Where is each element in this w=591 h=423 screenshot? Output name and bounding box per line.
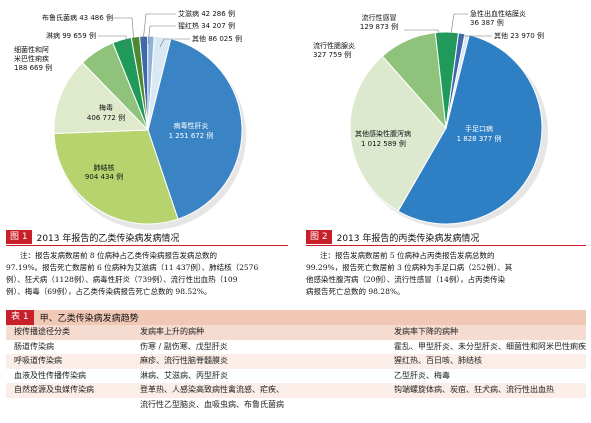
pie2-label-hfmd: 手足口病 xyxy=(465,125,493,133)
table-cell: 钩端螺旋体病、炭疽、狂犬病、流行性出血热 xyxy=(386,383,586,398)
table1-title: 甲、乙类传染病发病趋势 xyxy=(39,314,139,324)
pie2-label-mumps: 流行性腮腺炎 xyxy=(313,42,355,50)
pie-chart-class-c xyxy=(349,31,548,228)
table-cell: 淋病、艾滋病、丙型肝炎 xyxy=(132,368,386,383)
pie1-label-aids: 艾滋病 42 286 例 xyxy=(178,10,235,18)
table-row: 流行性乙型脑炎、血吸虫病、布鲁氏菌病 xyxy=(6,397,586,412)
figure2-note-line3: 他感染性腹泻病（20例）、流行性感冒（14例），占丙类传染 xyxy=(306,275,506,284)
pie2-label-flu: 流行性感冒 xyxy=(361,14,397,22)
figure2-note-line4: 病报告死亡总数的 98.28%。 xyxy=(306,287,405,296)
figure2-note-line1: 注：报告发病数居前 5 位病种占丙类报告发病总数的 xyxy=(320,251,495,260)
figure1-note-line1: 注：报告发病数居前 8 位病种占乙类传染病报告发病总数的 xyxy=(20,251,218,260)
pie1-label-dysentery-value: 188 669 例 xyxy=(14,64,53,72)
table-cell: 肠道传染病 xyxy=(6,339,132,354)
figure1-note-line3: 例）、狂犬病（1128例）、病毒性肝炎（739例）、流行性出血热（109 xyxy=(6,275,238,284)
table-cell: 自然疫源及虫媒传染病 xyxy=(6,383,132,398)
pie-slice xyxy=(147,38,243,220)
table-cell: 流行性乙型脑炎、血吸虫病、布鲁氏菌病 xyxy=(132,397,386,412)
pie-slice xyxy=(53,129,179,225)
pie1-label-dysentery-line1: 细菌性和阿 xyxy=(14,46,49,54)
pie-slice xyxy=(349,55,447,212)
figure1-title: 2013 年报告的乙类传染病发病情况 xyxy=(36,233,180,244)
table-header-falling: 发病率下降的病种 xyxy=(386,325,586,340)
pie1-label-other: 其他 86 025 例 xyxy=(192,35,242,43)
table-header-rising: 发病率上升的病种 xyxy=(132,325,386,340)
table-row: 肠道传染病 伤寒 / 副伤寒、戊型肝炎 霍乱、甲型肝炎、未分型肝炎、细菌性和阿米… xyxy=(6,339,586,354)
figure1-note-line4: 例）、梅毒（69例），占乙类传染病报告死亡总数的 98.52%。 xyxy=(6,287,212,296)
table-cell: 登革热、人感染高致病性禽流感、疟疾、 xyxy=(132,383,386,398)
figure2-note: 注：报告发病数居前 5 位病种占丙类报告发病总数的 99.29%，报告死亡数居前… xyxy=(306,250,588,298)
pie2-label-conjunctivitis-value: 36 387 例 xyxy=(470,19,504,27)
table-header-row: 按传播途径分类 发病率上升的病种 发病率下降的病种 xyxy=(6,325,586,340)
table-cell: 乙型肝炎、梅毒 xyxy=(386,368,586,383)
pie2-leader-lines xyxy=(404,13,492,43)
table-cell xyxy=(6,397,132,412)
table-cell: 呼吸道传染病 xyxy=(6,354,132,369)
pie2-label-hfmd-value: 1 828 377 例 xyxy=(456,135,502,143)
pie-chart-class-b xyxy=(53,35,246,230)
table-cell: 霍乱、甲型肝炎、未分型肝炎、细菌性和阿米巴性痢疾 xyxy=(386,339,586,354)
pie1-label-brucella: 布鲁氏菌病 43 486 例 xyxy=(42,14,113,22)
table-cell: 麻疹、流行性脑脊髓膜炎 xyxy=(132,354,386,369)
pie2-label-diarrhea-value: 1 012 589 例 xyxy=(361,140,406,148)
table-row: 自然疫源及虫媒传染病 登革热、人感染高致病性禽流感、疟疾、 钩端螺旋体病、炭疽、… xyxy=(6,383,586,398)
figure2-note-line2: 99.29%，报告死亡数居前 3 位病种为手足口病（252例）、其 xyxy=(306,263,513,272)
table1-tag: 表 1 xyxy=(6,310,34,325)
figure2-tag: 图 2 xyxy=(306,230,332,244)
pie2-label-mumps-value: 327 759 例 xyxy=(313,51,352,59)
table-header-transmission: 按传播途径分类 xyxy=(6,325,132,340)
table-row: 呼吸道传染病 麻疹、流行性脑脊髓膜炎 猩红热、百日咳、肺结核 xyxy=(6,354,586,369)
pie1-label-tb: 肺结核 xyxy=(93,164,115,172)
disease-trend-table: 按传播途径分类 发病率上升的病种 发病率下降的病种 肠道传染病 伤寒 / 副伤寒… xyxy=(6,325,586,412)
pie1-label-dysentery-line2: 米巴性痢疾 xyxy=(14,55,49,63)
pie1-label-syphilis: 梅毒 xyxy=(99,104,113,112)
table-cell: 猩红热、百日咳、肺结核 xyxy=(386,354,586,369)
pie1-label-tb-value: 904 434 例 xyxy=(84,173,124,181)
table-cell xyxy=(386,397,586,412)
figure1-note: 注：报告发病数居前 8 位病种占乙类传染病报告发病总数的 97.19%。报告死亡… xyxy=(6,250,294,298)
pie2-label-other: 其他 23 970 例 xyxy=(494,32,544,40)
pie1-label-hepatitis-value: 1 251 672 例 xyxy=(168,132,214,140)
pie-slice xyxy=(397,34,543,225)
pie1-label-syphilis-value: 406 772 例 xyxy=(86,114,126,122)
table1-caption: 表 1 甲、乙类传染病发病趋势 xyxy=(6,310,586,325)
figure2-title: 2013 年报告的丙类传染病发病情况 xyxy=(336,233,480,244)
figure2-caption: 图 2 2013 年报告的丙类传染病发病情况 xyxy=(306,230,586,246)
table-cell: 伤寒 / 副伤寒、戊型肝炎 xyxy=(132,339,386,354)
pie1-leader-lines xyxy=(98,13,190,49)
pie1-label-hepatitis: 病毒性肝炎 xyxy=(173,122,209,130)
pie1-label-gonorrhea: 淋病 99 659 例 xyxy=(46,32,96,40)
table-cell: 血液及性传播传染病 xyxy=(6,368,132,383)
pie-slice xyxy=(445,33,470,129)
figure1-caption: 图 1 2013 年报告的乙类传染病发病情况 xyxy=(6,230,288,246)
pie2-label-flu-value: 129 873 例 xyxy=(359,23,399,31)
figure1-tag: 图 1 xyxy=(6,230,32,244)
pie2-label-conjunctivitis: 急性出血性结膜炎 xyxy=(470,10,526,18)
pie-slice xyxy=(53,61,150,134)
pie2-label-diarrhea: 其他感染性腹泻病 xyxy=(355,130,411,138)
table-row: 血液及性传播传染病 淋病、艾滋病、丙型肝炎 乙型肝炎、梅毒 xyxy=(6,368,586,383)
pie1-label-scarlet-fever: 猩红热 34 207 例 xyxy=(178,22,235,30)
figure1-note-line2: 97.19%。报告死亡数居前 6 位病种为艾滋病（11 437例）、肺结核（25… xyxy=(6,263,259,272)
